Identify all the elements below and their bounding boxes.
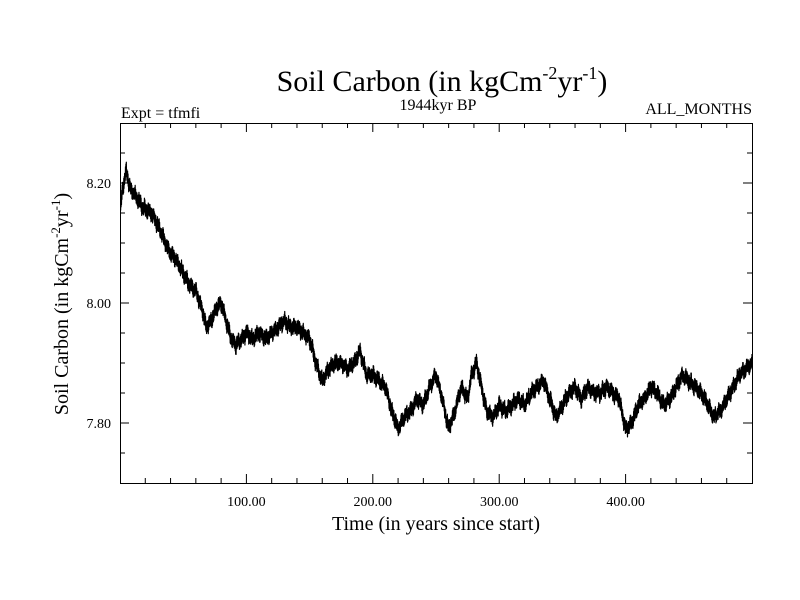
series-layer [120, 161, 752, 438]
x-axis-label: Time (in years since start) [332, 513, 540, 535]
months-label: ALL_MONTHS [645, 101, 752, 118]
chart-title: Soil Carbon (in kgCm-2yr-1) [277, 63, 608, 98]
experiment-label: Expt = tfmfi [121, 105, 201, 122]
x-tick-label: 400.00 [606, 495, 645, 510]
y-tick-label: 8.20 [87, 177, 112, 192]
period-label: 1944kyr BP [400, 97, 477, 114]
y-axis-label: Soil Carbon (in kgCm-2yr-1) [48, 193, 73, 415]
x-tick-label: 300.00 [480, 495, 519, 510]
y-axis-ticks: 7.80 8.00 8.20 [87, 177, 112, 432]
x-tick-label: 100.00 [227, 495, 266, 510]
y-tick-label: 8.00 [87, 297, 112, 312]
series-line [120, 161, 752, 438]
y-tick-label: 7.80 [87, 417, 112, 432]
x-tick-label: 200.00 [354, 495, 393, 510]
x-axis-ticks: 100.00 200.00 300.00 400.00 [227, 495, 645, 510]
